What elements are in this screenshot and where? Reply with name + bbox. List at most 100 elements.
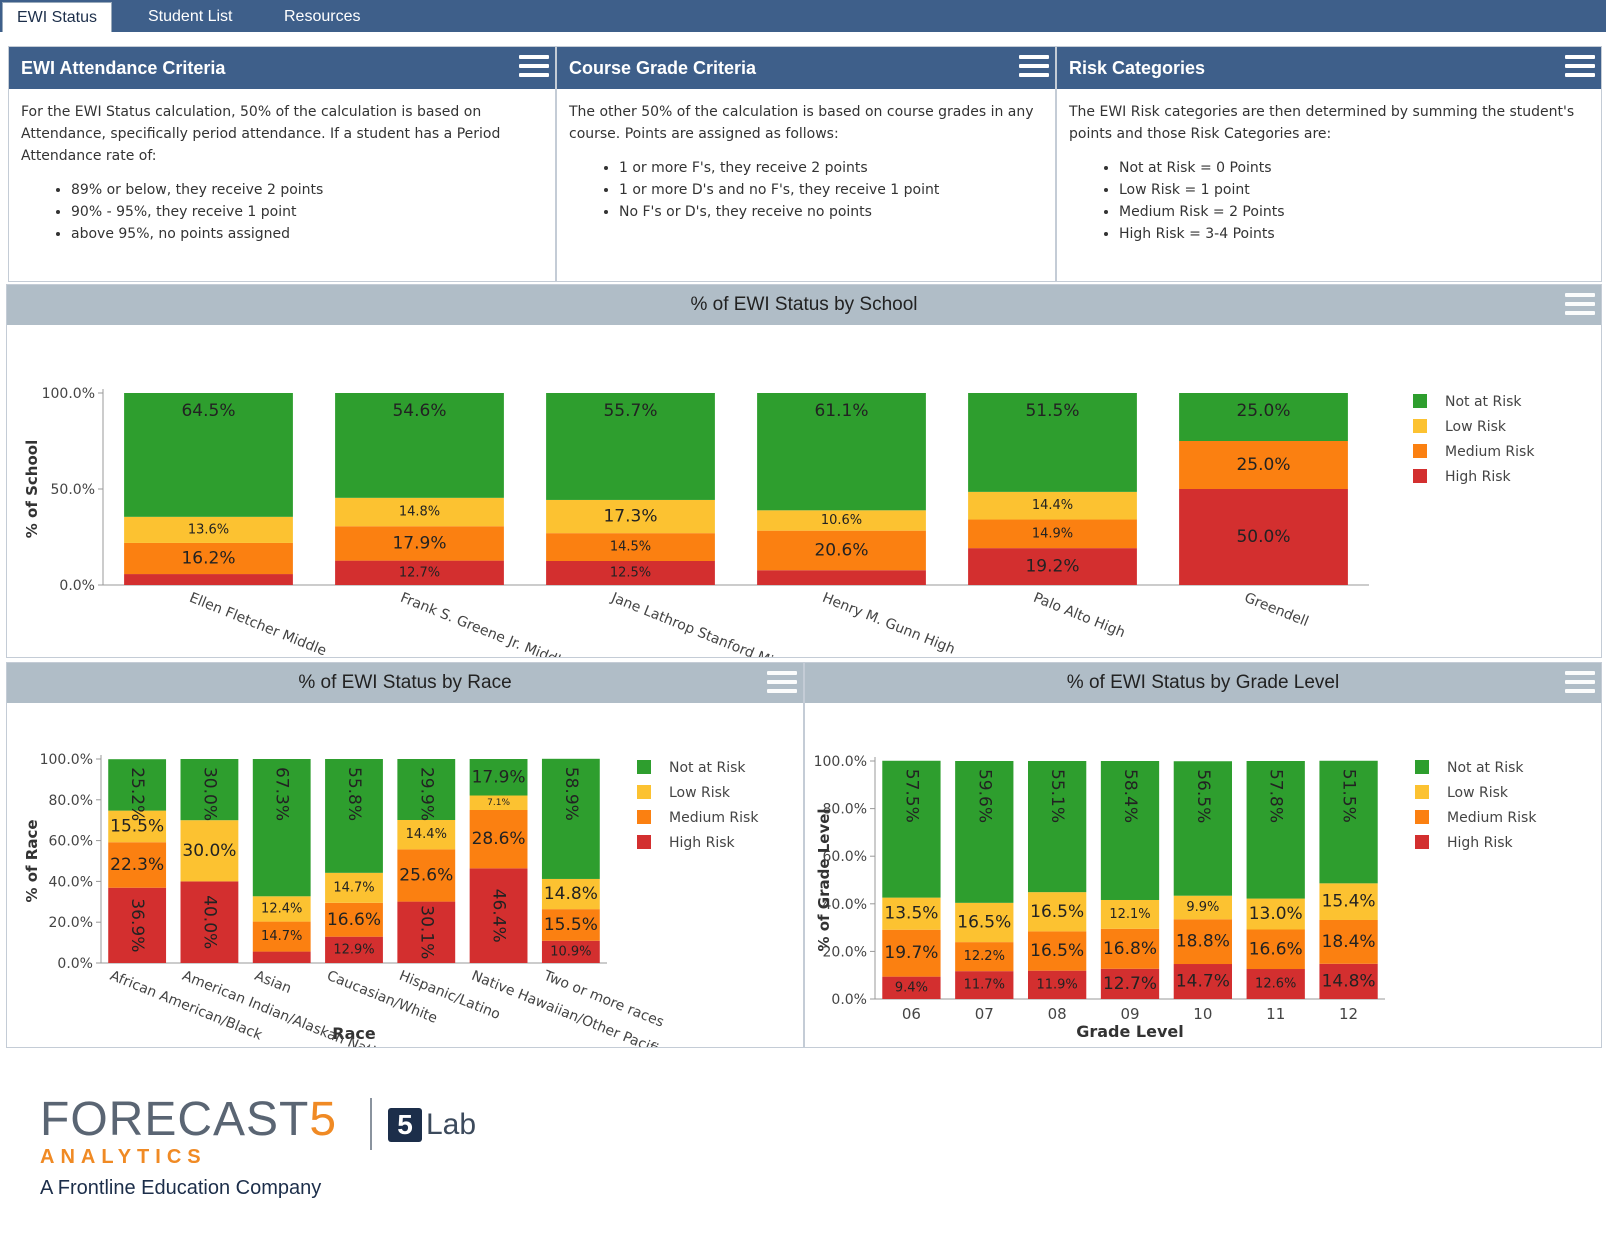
bar-segment[interactable]	[124, 393, 293, 517]
menu-icon[interactable]	[1019, 55, 1049, 81]
legend-swatch[interactable]	[1415, 760, 1429, 774]
legend-entry[interactable]: Not at Risk	[669, 760, 746, 776]
legend-entry[interactable]: Not at Risk	[1445, 394, 1522, 410]
bar-segment[interactable]	[108, 887, 167, 963]
bar-segment[interactable]	[1319, 760, 1378, 884]
bar-segment[interactable]	[108, 810, 167, 843]
bar-segment[interactable]	[968, 548, 1137, 585]
legend-entry[interactable]: High Risk	[1445, 469, 1512, 485]
bar-segment[interactable]	[1173, 964, 1232, 999]
bar-segment[interactable]	[397, 819, 456, 850]
bar-segment[interactable]	[1100, 761, 1160, 900]
bar-segment[interactable]	[1179, 441, 1348, 489]
bar-segment[interactable]	[252, 921, 311, 952]
bar-segment[interactable]	[1100, 968, 1160, 999]
legend-swatch[interactable]	[1415, 810, 1429, 824]
legend-swatch[interactable]	[1413, 419, 1427, 433]
bar-segment[interactable]	[325, 902, 383, 937]
bar-segment[interactable]	[1028, 970, 1087, 999]
bar-segment[interactable]	[252, 951, 311, 963]
legend-entry[interactable]: Medium Risk	[1447, 810, 1537, 826]
menu-icon[interactable]	[1565, 293, 1595, 319]
bar-segment[interactable]	[757, 510, 926, 531]
bar-segment[interactable]	[335, 560, 504, 585]
bar-segment[interactable]	[325, 936, 383, 963]
bar-segment[interactable]	[546, 533, 715, 561]
bar-segment[interactable]	[252, 896, 311, 922]
bar-segment[interactable]	[968, 393, 1137, 492]
legend-swatch[interactable]	[1413, 394, 1427, 408]
bar-segment[interactable]	[546, 393, 715, 500]
bar-segment[interactable]	[882, 897, 941, 930]
bar-segment[interactable]	[955, 761, 1014, 903]
tab-ewi-status[interactable]: EWI Status	[2, 2, 113, 32]
bar-segment[interactable]	[968, 491, 1137, 520]
bar-segment[interactable]	[325, 759, 383, 873]
legend-swatch[interactable]	[1415, 835, 1429, 849]
bar-segment[interactable]	[1100, 899, 1160, 929]
bar-segment[interactable]	[968, 519, 1137, 549]
bar-segment[interactable]	[335, 526, 504, 561]
bar-segment[interactable]	[546, 499, 715, 534]
menu-icon[interactable]	[1565, 55, 1595, 81]
bar-segment[interactable]	[1319, 919, 1378, 964]
bar-segment[interactable]	[541, 758, 600, 879]
bar-segment[interactable]	[1028, 892, 1087, 932]
bar-segment[interactable]	[541, 909, 600, 941]
bar-segment[interactable]	[469, 795, 528, 810]
bar-segment[interactable]	[335, 393, 504, 498]
bar-segment[interactable]	[124, 574, 293, 585]
bar-segment[interactable]	[335, 497, 504, 527]
bar-segment[interactable]	[1173, 761, 1232, 896]
bar-segment[interactable]	[1179, 489, 1348, 585]
legend-entry[interactable]: Low Risk	[669, 785, 731, 801]
bar-segment[interactable]	[1173, 895, 1232, 920]
bar-segment[interactable]	[1028, 931, 1087, 971]
bar-segment[interactable]	[397, 901, 456, 963]
menu-icon[interactable]	[519, 55, 549, 81]
bar-segment[interactable]	[882, 760, 941, 898]
legend-swatch[interactable]	[637, 760, 651, 774]
bar-segment[interactable]	[955, 942, 1014, 972]
bar-segment[interactable]	[1246, 761, 1305, 899]
bar-segment[interactable]	[1319, 883, 1378, 920]
legend-swatch[interactable]	[1413, 444, 1427, 458]
legend-swatch[interactable]	[1415, 785, 1429, 799]
bar-segment[interactable]	[469, 759, 528, 796]
legend-swatch[interactable]	[637, 810, 651, 824]
bar-segment[interactable]	[469, 868, 528, 963]
bar-segment[interactable]	[397, 759, 456, 820]
bar-segment[interactable]	[1246, 969, 1305, 999]
bar-segment[interactable]	[180, 759, 239, 821]
legend-entry[interactable]: Medium Risk	[1445, 444, 1535, 460]
bar-segment[interactable]	[325, 872, 383, 903]
bar-segment[interactable]	[1319, 963, 1378, 999]
bar-segment[interactable]	[955, 971, 1014, 999]
bar-segment[interactable]	[757, 530, 926, 571]
legend-entry[interactable]: Low Risk	[1445, 419, 1507, 435]
bar-segment[interactable]	[757, 570, 926, 585]
menu-icon[interactable]	[767, 671, 797, 697]
legend-entry[interactable]: Low Risk	[1447, 785, 1509, 801]
bar-segment[interactable]	[541, 940, 600, 963]
bar-segment[interactable]	[180, 881, 239, 963]
bar-segment[interactable]	[108, 842, 167, 888]
legend-swatch[interactable]	[637, 835, 651, 849]
bar-segment[interactable]	[882, 929, 941, 977]
legend-entry[interactable]: Medium Risk	[669, 810, 759, 826]
bar-segment[interactable]	[108, 759, 167, 811]
bar-segment[interactable]	[1100, 928, 1160, 969]
bar-segment[interactable]	[397, 849, 456, 902]
bar-segment[interactable]	[546, 561, 715, 585]
menu-icon[interactable]	[1565, 671, 1595, 697]
bar-segment[interactable]	[124, 542, 293, 575]
legend-entry[interactable]: High Risk	[1447, 835, 1514, 851]
bar-segment[interactable]	[1179, 393, 1348, 441]
bar-segment[interactable]	[252, 759, 311, 897]
bar-segment[interactable]	[1173, 919, 1232, 965]
bar-segment[interactable]	[757, 393, 926, 511]
bar-segment[interactable]	[1246, 898, 1305, 930]
legend-swatch[interactable]	[1413, 469, 1427, 483]
legend-entry[interactable]: High Risk	[669, 835, 736, 851]
bar-segment[interactable]	[955, 902, 1014, 943]
